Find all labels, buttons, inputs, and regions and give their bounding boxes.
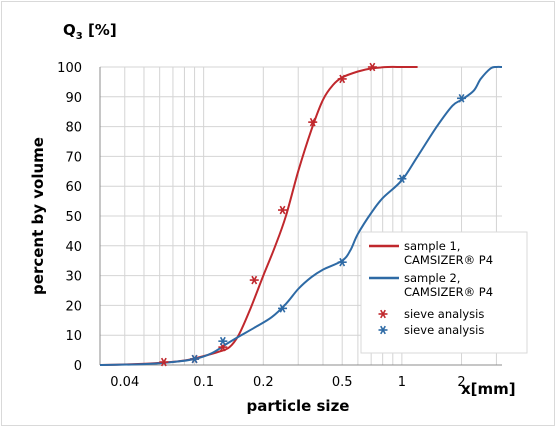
- legend-item: sample 2,CAMSIZER® P4: [369, 271, 493, 299]
- y-tick-label: 10: [65, 329, 82, 344]
- star-stroke: [458, 93, 465, 103]
- q3-label: Q3 [%]: [63, 21, 117, 42]
- y-axis-title: percent by volume: [29, 137, 47, 295]
- legend-item: sieve analysis: [378, 307, 484, 321]
- legend-label: sample 2,: [404, 271, 460, 285]
- star-stroke: [251, 275, 258, 285]
- legend-label: sieve analysis: [404, 307, 484, 321]
- x-axis-title: particle size: [247, 397, 350, 415]
- star-stroke: [380, 309, 386, 319]
- sieve-point-1: [337, 74, 347, 84]
- y-tick-label: 0: [74, 359, 82, 374]
- y-tick-label: 40: [65, 240, 82, 255]
- x-tick-label: 0.1: [193, 375, 214, 390]
- legend-star-symbol: [378, 309, 388, 319]
- star-stroke: [398, 174, 405, 184]
- x-tick-label: 0.2: [253, 375, 274, 390]
- legend-label-2: CAMSIZER® P4: [404, 285, 493, 299]
- x-tick-label: 1: [398, 375, 406, 390]
- y-tick-label: 30: [65, 270, 82, 285]
- legend-label-2: CAMSIZER® P4: [404, 253, 493, 267]
- y-tick-label: 50: [65, 210, 82, 225]
- sieve-point-1: [367, 62, 377, 72]
- star-stroke: [380, 325, 386, 335]
- sieve-point-1: [249, 275, 259, 285]
- sieve-point-2: [218, 336, 228, 346]
- star-stroke: [219, 336, 226, 346]
- star-stroke: [339, 257, 346, 267]
- legend-item: sample 1,CAMSIZER® P4: [369, 239, 493, 267]
- legend-star-symbol: [378, 325, 388, 335]
- star-stroke: [339, 74, 346, 84]
- legend-label: sieve analysis: [404, 323, 484, 337]
- y-tick-label: 60: [65, 180, 82, 195]
- star-stroke: [279, 304, 286, 313]
- star-stroke: [309, 117, 316, 127]
- x-unit-label: x[mm]: [461, 380, 516, 398]
- y-tick-label: 20: [65, 299, 82, 314]
- star-stroke: [191, 354, 198, 364]
- series-line-2: [99, 65, 503, 366]
- sieve-point-1: [308, 117, 318, 127]
- y-tick-label: 70: [65, 150, 82, 165]
- sieve-point-2: [278, 304, 288, 313]
- sieve-point-2: [457, 93, 467, 103]
- y-tick-label: 80: [65, 121, 82, 136]
- sieve-point-2: [337, 257, 347, 267]
- sieve-point-1: [159, 357, 169, 367]
- sieve-point-2: [397, 174, 407, 184]
- legend-item: sieve analysis: [378, 323, 484, 337]
- sieve-point-1: [278, 205, 288, 215]
- x-tick-label: 2: [457, 375, 465, 390]
- sieve-point-2: [190, 354, 200, 364]
- x-tick-label: 0.5: [332, 375, 353, 390]
- star-stroke: [160, 357, 167, 367]
- y-tick-label: 90: [65, 91, 82, 106]
- y-tick-label: 100: [57, 61, 82, 76]
- star-stroke: [369, 62, 376, 72]
- x-tick-label: 0.04: [110, 375, 139, 390]
- legend-box: [360, 231, 528, 354]
- star-stroke: [279, 205, 286, 215]
- legend-label: sample 1,: [404, 239, 460, 253]
